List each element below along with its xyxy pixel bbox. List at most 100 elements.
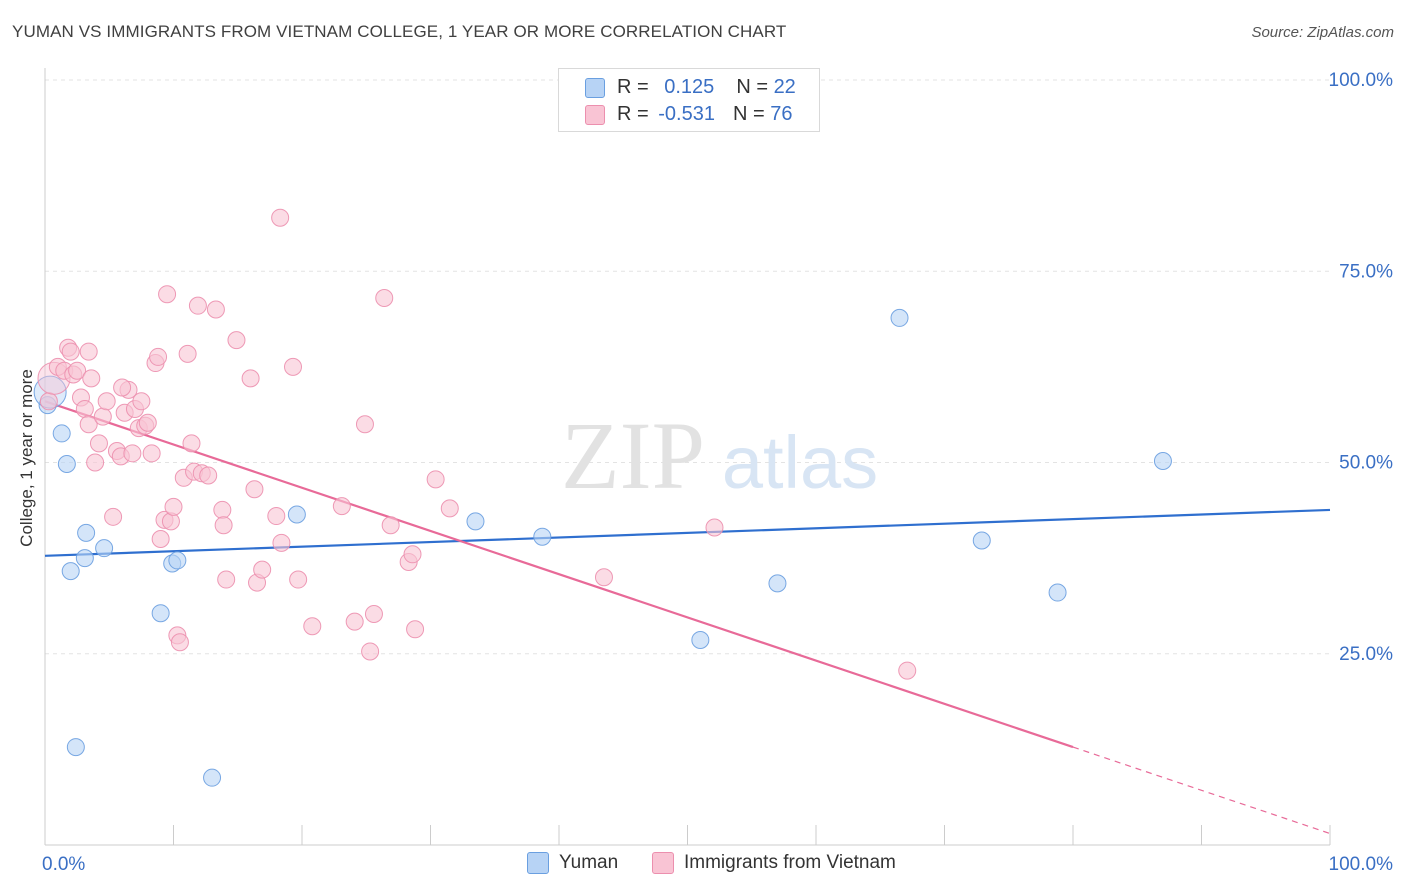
vietnam-point-0	[39, 392, 58, 411]
vietnam-point-7	[68, 361, 87, 380]
vietnam-point-29	[149, 347, 168, 366]
r-label: R =	[617, 102, 655, 125]
yuman-point-7	[66, 738, 85, 757]
yuman-point-4	[75, 549, 94, 568]
trend-lines	[44, 400, 1331, 835]
vietnam-point-52	[267, 507, 286, 526]
legend-swatch-pink	[652, 852, 674, 874]
vietnam-point-57	[303, 617, 322, 636]
series-legend: Yuman Immigrants from Vietnam	[0, 852, 1406, 878]
vietnam-point-60	[355, 415, 374, 434]
watermark: ZIP atlas	[561, 402, 878, 509]
y-tick-label-25: 25.0%	[1339, 644, 1393, 665]
vietnam-point-58	[332, 497, 351, 516]
vietnam-point-67	[406, 620, 425, 639]
tick-labels: 100.0% 75.0% 50.0% 25.0% 0.0% 100.0%	[42, 70, 1393, 875]
vietnam-point-75	[241, 369, 260, 388]
vietnam-point-72	[898, 661, 917, 680]
r-value: -0.531	[658, 102, 715, 125]
vietnam-point-70	[594, 568, 613, 587]
x-tick-label-min: 0.0%	[42, 854, 85, 875]
yuman-trend-line	[44, 508, 1331, 557]
axes	[44, 68, 1331, 846]
yuman-point-19	[1048, 583, 1067, 602]
yuman-point-14	[533, 527, 552, 546]
vietnam-point-44	[206, 300, 225, 319]
legend-swatch-blue	[585, 78, 605, 98]
vietnam-point-64	[381, 516, 400, 535]
vietnam-point-11	[82, 369, 101, 388]
vietnam-point-74	[113, 378, 132, 397]
vietnam-point-14	[93, 407, 112, 426]
vietnam-point-46	[214, 516, 233, 535]
yuman-point-5	[77, 523, 96, 542]
legend-row-vietnam: R = -0.531 N = 76	[559, 102, 819, 126]
yuman-point-2	[57, 455, 76, 474]
vietnam-point-51	[253, 560, 272, 579]
legend-item-vietnam: Immigrants from Vietnam	[652, 852, 896, 874]
n-label: N =	[732, 102, 771, 125]
watermark-zip: ZIP	[561, 402, 705, 509]
vietnam-point-62	[364, 604, 383, 623]
vietnam-point-5	[61, 342, 80, 361]
yuman-point-3	[61, 562, 80, 581]
yuman-point-17	[890, 308, 909, 327]
legend-label-vietnam: Immigrants from Vietnam	[684, 852, 896, 873]
vietnam-point-43	[199, 466, 218, 485]
vietnam-point-26	[138, 413, 157, 432]
vietnam-point-36	[170, 633, 189, 652]
vietnam-point-71	[705, 518, 724, 537]
yuman-point-10	[168, 551, 187, 570]
vietnam-point-63	[375, 289, 394, 308]
yuman-point-11	[203, 768, 222, 787]
vietnam-point-47	[217, 570, 236, 589]
legend-swatch-blue	[527, 852, 549, 874]
vietnam-point-34	[164, 497, 183, 516]
vietnam-point-53	[271, 208, 290, 227]
yuman-point-1	[52, 424, 71, 443]
yuman-point-6	[95, 539, 114, 558]
vietnam-point-27	[142, 444, 161, 463]
yuman-point-13	[466, 512, 485, 531]
legend-item-yuman: Yuman	[527, 852, 618, 874]
grid-lines	[45, 79, 1330, 655]
vietnam-trend-line	[44, 400, 1074, 749]
y-tick-label-75: 75.0%	[1339, 261, 1393, 282]
vietnam-point-10	[79, 415, 98, 434]
vietnam-point-24	[132, 392, 151, 411]
vietnam-point-48	[227, 331, 246, 350]
y-tick-label-100: 100.0%	[1329, 70, 1394, 91]
vietnam-point-21	[123, 444, 142, 463]
y-axis-label: College, 1 year or more	[17, 369, 36, 547]
legend-row-text: R = 0.125 N = 22	[617, 76, 796, 99]
vietnam-point-56	[289, 570, 308, 589]
vietnam-point-39	[182, 434, 201, 453]
vietnam-point-16	[104, 507, 123, 526]
vietnam-point-69	[440, 499, 459, 518]
yuman-point-18	[972, 531, 991, 550]
n-value: 76	[770, 102, 793, 125]
vietnam-point-54	[272, 533, 291, 552]
vietnam-point-38	[178, 344, 197, 363]
r-label: R =	[617, 75, 655, 98]
yuman-point-20	[1153, 451, 1172, 470]
x-tick-label-max: 100.0%	[1329, 854, 1394, 875]
correlation-legend: R = 0.125 N = 22 R = -0.531 N = 76	[558, 68, 820, 132]
vietnam-point-66	[403, 545, 422, 564]
vietnam-point-49	[245, 480, 264, 499]
legend-label-yuman: Yuman	[559, 852, 619, 873]
y-tick-label-50: 50.0%	[1339, 453, 1393, 474]
vietnam-trend-extension	[1072, 746, 1331, 835]
watermark-atlas: atlas	[722, 421, 878, 504]
yuman-point-16	[768, 574, 787, 593]
vietnam-point-12	[86, 453, 105, 472]
vietnam-point-41	[188, 296, 207, 315]
vietnam-point-61	[361, 642, 380, 661]
vietnam-point-68	[426, 470, 445, 489]
vietnam-point-73	[79, 342, 98, 361]
vietnam-point-15	[97, 392, 116, 411]
vietnam-point-32	[158, 285, 177, 304]
legend-swatch-pink	[585, 105, 605, 125]
data-points	[33, 208, 1172, 787]
